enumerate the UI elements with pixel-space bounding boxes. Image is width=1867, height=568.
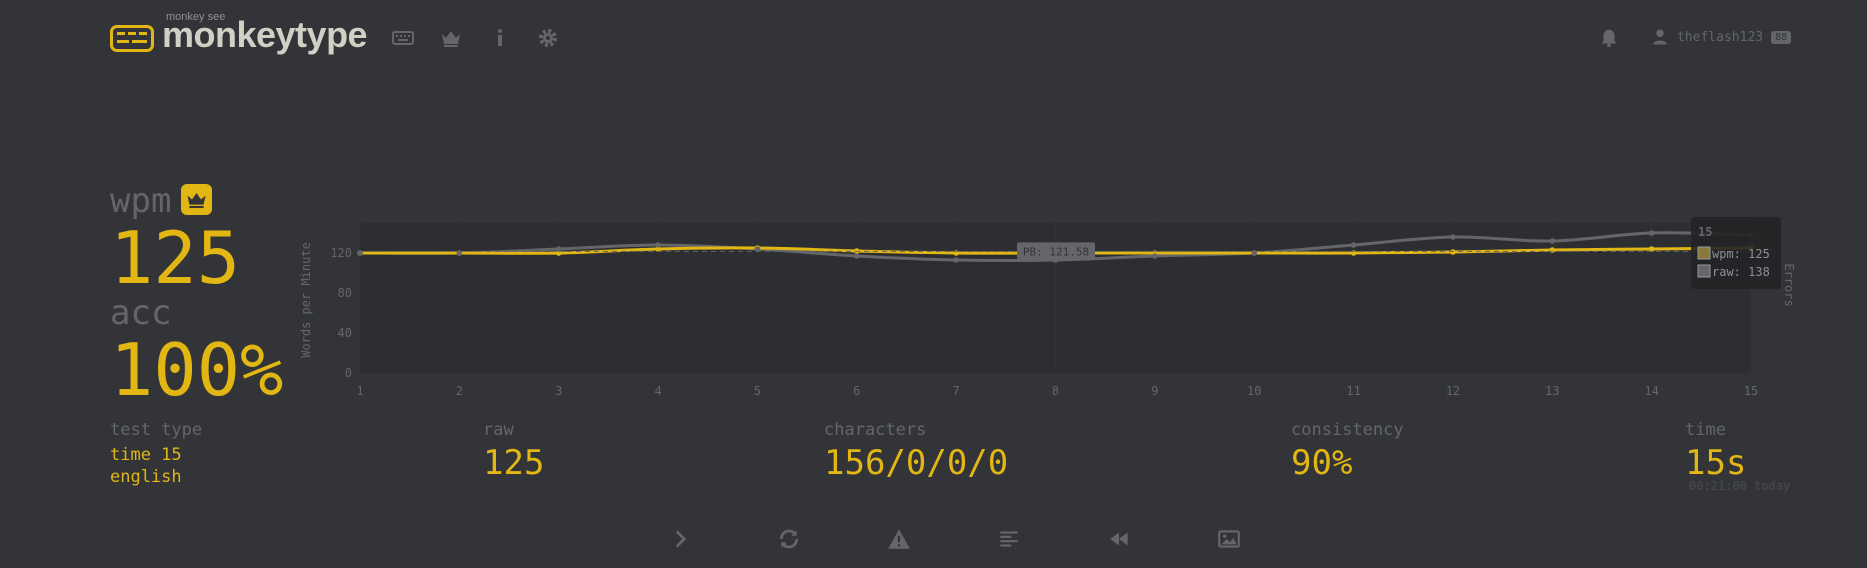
point-raw bbox=[953, 257, 959, 263]
wpm-value: 125 bbox=[110, 216, 241, 300]
next-test-button[interactable] bbox=[667, 526, 693, 552]
point-wpm bbox=[1450, 249, 1456, 255]
test-type-label: test type bbox=[110, 420, 203, 440]
point-wpm bbox=[1648, 246, 1655, 252]
point-raw bbox=[1450, 234, 1456, 240]
point-wpm bbox=[655, 246, 661, 252]
logo-icon[interactable] bbox=[110, 25, 154, 52]
tooltip-wpm: wpm: 125 bbox=[1712, 247, 1770, 261]
x-tick-label: 1 bbox=[356, 384, 363, 398]
x-tick-label: 2 bbox=[456, 384, 463, 398]
report-button[interactable] bbox=[886, 526, 912, 552]
restart-button[interactable] bbox=[776, 526, 802, 552]
raw-label: raw bbox=[483, 420, 514, 440]
y-tick-label: 80 bbox=[338, 286, 352, 300]
x-tick-label: 4 bbox=[654, 384, 661, 398]
keyboard-icon[interactable] bbox=[391, 26, 415, 50]
wpm-label: wpm bbox=[110, 181, 172, 221]
time-label: time bbox=[1685, 420, 1726, 440]
acc-label: acc bbox=[110, 293, 172, 333]
username: theflash123 bbox=[1677, 29, 1764, 45]
acc-value: 100% bbox=[110, 328, 284, 412]
characters-label: characters bbox=[824, 420, 927, 440]
y2-axis-label: Errors bbox=[1782, 263, 1796, 306]
x-tick-label: 13 bbox=[1545, 384, 1559, 398]
x-tick-label: 9 bbox=[1151, 384, 1158, 398]
y-tick-label: 40 bbox=[338, 326, 352, 340]
info-icon[interactable] bbox=[488, 26, 512, 50]
tooltip-swatch-wpm bbox=[1697, 246, 1711, 260]
raw-value: 125 bbox=[483, 443, 545, 483]
logo-text[interactable]: monkeytype bbox=[162, 14, 368, 55]
x-tick-label: 5 bbox=[754, 384, 761, 398]
bell-icon[interactable] bbox=[1598, 27, 1620, 49]
level-badge: 88 bbox=[1771, 30, 1792, 44]
user-account[interactable]: theflash123 88 bbox=[1651, 28, 1792, 46]
x-tick-label: 15 bbox=[1744, 384, 1758, 398]
consistency-value: 90% bbox=[1291, 443, 1353, 483]
tooltip-swatch-raw bbox=[1697, 264, 1711, 278]
time-value: 15s bbox=[1685, 443, 1747, 483]
point-raw bbox=[1152, 253, 1158, 259]
user-icon bbox=[1651, 28, 1669, 46]
x-tick-label: 3 bbox=[555, 384, 562, 398]
y-tick-label: 120 bbox=[330, 246, 352, 260]
y-axis-label: Words per Minute bbox=[299, 242, 313, 358]
point-raw bbox=[754, 246, 761, 252]
tooltip-raw: raw: 138 bbox=[1712, 265, 1770, 279]
point-raw bbox=[655, 242, 661, 248]
x-tick-label: 10 bbox=[1247, 384, 1261, 398]
y-tick-label: 0 bbox=[345, 366, 352, 380]
replay-button[interactable] bbox=[1106, 526, 1132, 552]
chart-tooltip: 15 wpm: 125 raw: 138 bbox=[1691, 217, 1781, 289]
x-tick-label: 12 bbox=[1446, 384, 1460, 398]
tooltip-title: 15 bbox=[1698, 225, 1712, 239]
point-raw bbox=[1350, 242, 1357, 248]
point-raw bbox=[1648, 230, 1655, 236]
characters-value: 156/0/0/0 bbox=[824, 443, 1009, 483]
pb-annotation: PB: 121.58 bbox=[1023, 245, 1089, 258]
consistency-label: consistency bbox=[1291, 420, 1404, 440]
point-raw bbox=[555, 246, 562, 252]
timestamp: 00:21:00 today bbox=[1689, 479, 1791, 493]
point-raw bbox=[853, 253, 860, 259]
gear-icon[interactable] bbox=[536, 26, 560, 50]
point-wpm bbox=[1549, 247, 1556, 253]
point-raw bbox=[1549, 238, 1556, 244]
crown-icon[interactable] bbox=[439, 26, 463, 50]
screenshot-button[interactable] bbox=[1216, 526, 1242, 552]
pb-annotation-box bbox=[1017, 242, 1095, 260]
x-tick-label: 14 bbox=[1644, 384, 1658, 398]
x-tick-label: 11 bbox=[1346, 384, 1360, 398]
x-tick-label: 8 bbox=[1052, 384, 1059, 398]
pb-crown-icon bbox=[181, 184, 212, 215]
test-type-language: english bbox=[110, 467, 182, 487]
test-type-mode: time 15 bbox=[110, 445, 182, 465]
logo-subtitle: monkey see bbox=[166, 11, 226, 23]
words-history-button[interactable] bbox=[996, 526, 1022, 552]
x-tick-label: 7 bbox=[953, 384, 960, 398]
x-tick-label: 6 bbox=[853, 384, 860, 398]
